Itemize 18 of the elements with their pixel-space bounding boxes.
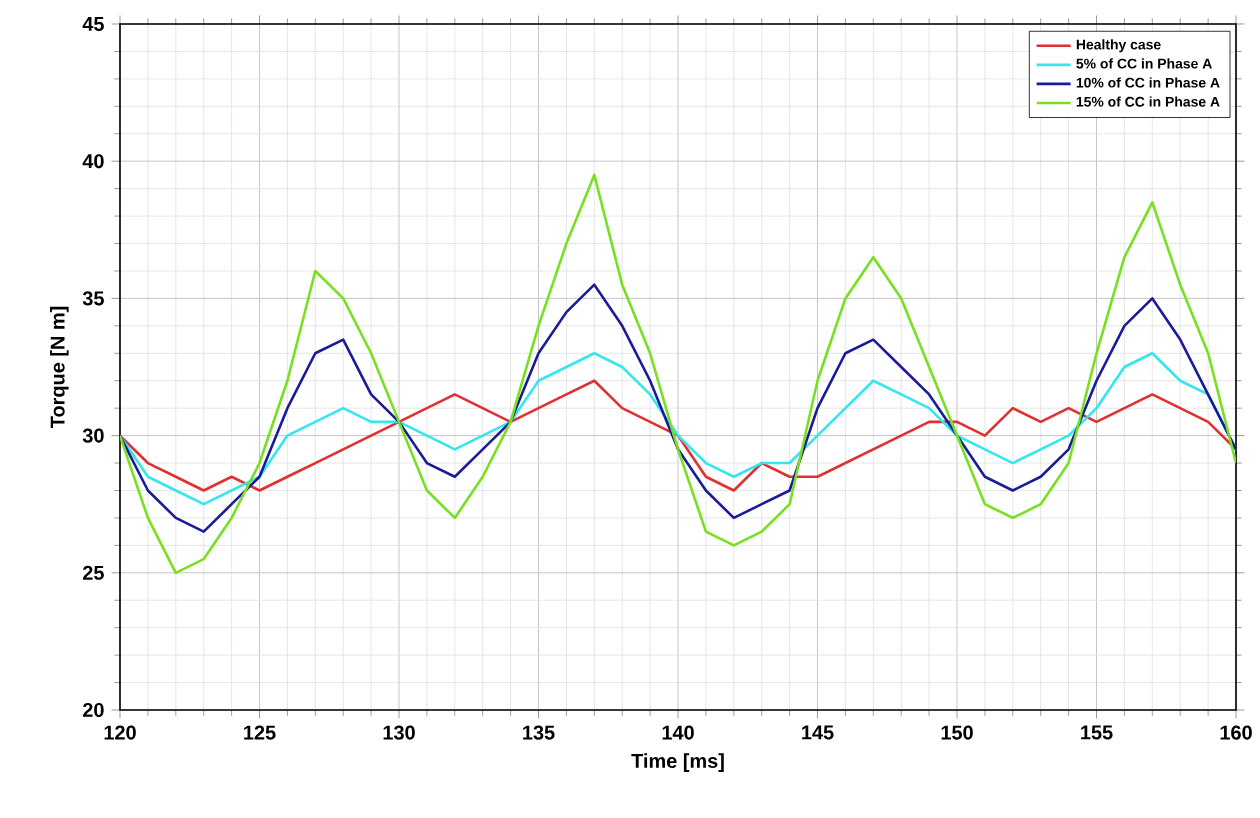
y-axis-title: Torque [N m] <box>50 306 69 429</box>
y-tick-label: 45 <box>82 17 104 31</box>
x-tick-label: 120 <box>104 725 136 740</box>
x-tick-label: 160 <box>1220 725 1252 740</box>
x-tick-label: 150 <box>941 725 973 740</box>
y-tick-label: 25 <box>82 565 104 580</box>
x-tick-label: 140 <box>662 725 694 740</box>
x-tick-label: 125 <box>244 725 276 740</box>
x-tick-label: 145 <box>802 725 834 740</box>
x-tick-label: 155 <box>1081 725 1113 740</box>
line-series <box>120 173 1237 575</box>
x-tick-label: 135 <box>523 725 555 740</box>
y-tick-label: 30 <box>82 428 104 443</box>
y-tick-label: 20 <box>82 702 104 718</box>
x-axis-title: Time [ms] <box>631 753 724 772</box>
x-tick-label: 130 <box>383 725 415 740</box>
y-tick-label: 35 <box>82 291 104 306</box>
y-tick-label: 40 <box>82 154 104 169</box>
